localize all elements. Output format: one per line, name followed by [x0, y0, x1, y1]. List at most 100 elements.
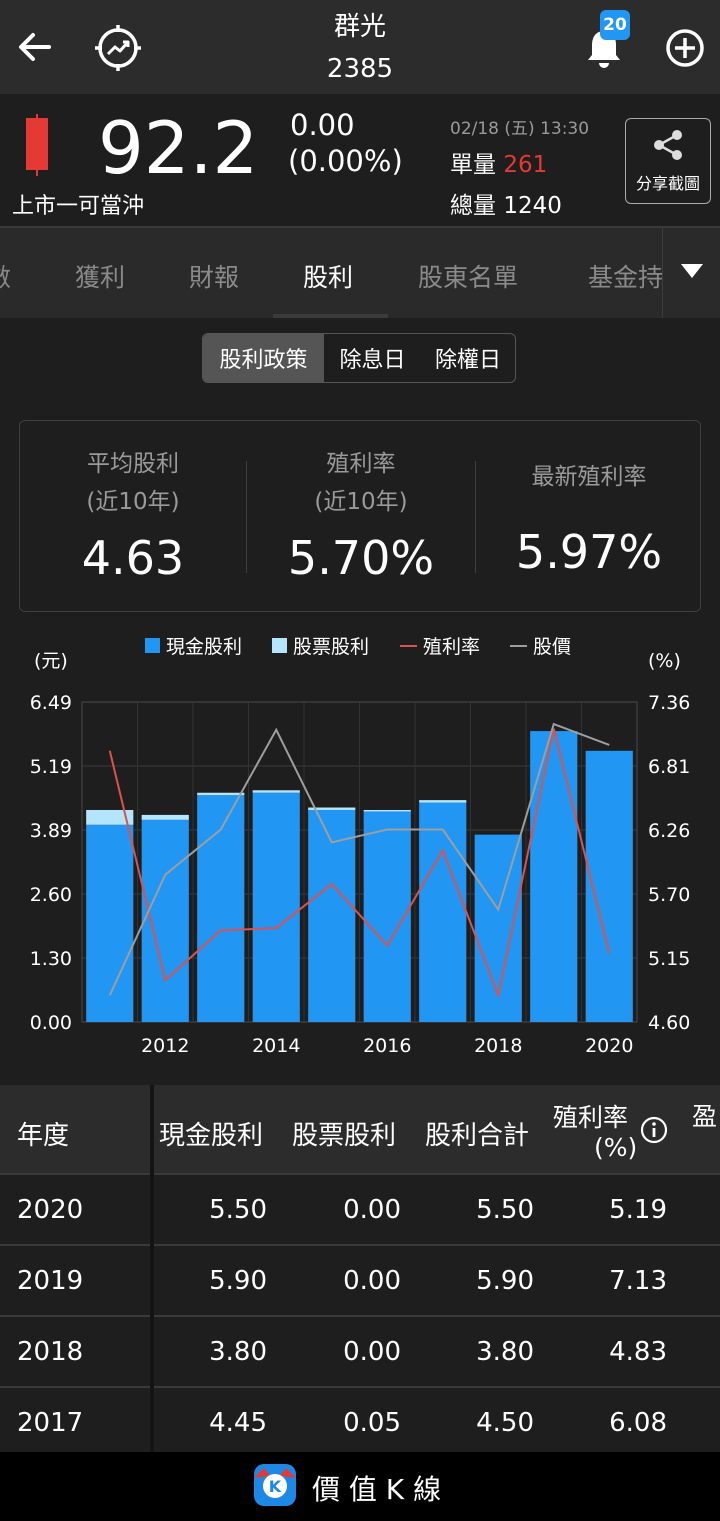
- tab-profit[interactable]: 獲利: [75, 263, 126, 292]
- cell-cash: 3.80: [209, 1337, 267, 1367]
- header-eps-partial[interactable]: 盈: [692, 1102, 718, 1131]
- info-circle-icon[interactable]: [640, 1116, 668, 1151]
- stock-dividend-bar: [252, 790, 300, 793]
- x-tick-label: 2016: [363, 1035, 411, 1057]
- quote-datetime: 02/18 (五) 13:30: [450, 119, 590, 139]
- left-tick-label: 5.19: [30, 756, 72, 778]
- share-screenshot-button[interactable]: 分享截圖: [625, 118, 711, 204]
- price-change-percent: (0.00%): [288, 144, 403, 178]
- cell-year: 2017: [17, 1408, 84, 1438]
- right-tick-label: 5.15: [648, 948, 690, 970]
- divider: [246, 461, 247, 573]
- cell-total: 3.80: [476, 1337, 534, 1367]
- legend-swatch: [145, 638, 160, 653]
- left-axis-unit: (元): [34, 650, 68, 672]
- header-total-dividend[interactable]: 股利合計: [425, 1121, 530, 1151]
- total-volume-label: 總量: [450, 193, 496, 219]
- x-tick-label: 2014: [252, 1035, 300, 1057]
- cell-year: 2019: [17, 1266, 84, 1296]
- yield-value: 5.70%: [287, 531, 435, 585]
- table-row[interactable]: 2017 4.45 0.05 4.50 6.08: [0, 1388, 720, 1459]
- avg-dividend-label: 平均股利: [87, 451, 179, 477]
- latest-yield-value: 5.97%: [515, 525, 663, 579]
- single-volume-label: 單量: [450, 152, 496, 178]
- avg-dividend-value: 4.63: [81, 531, 185, 585]
- dividend-chart: (元) (%) 6.49 7.36 5.19 6.81 3.89 6.26 2.60 5.70 1.…: [30, 650, 691, 1057]
- right-axis-unit: (%): [648, 650, 681, 672]
- legend-swatch: [510, 644, 527, 647]
- latest-yield-label: 最新殖利率: [531, 464, 647, 490]
- cell-yield: 6.08: [609, 1408, 667, 1438]
- header-stock-dividend[interactable]: 股票股利: [292, 1121, 397, 1151]
- stock-dividend-bar: [419, 800, 467, 803]
- frozen-column-divider: [150, 1085, 154, 1453]
- single-volume-row: 單量 261: [450, 145, 547, 179]
- cash-dividend-bar: [308, 809, 356, 1022]
- arrow-left-icon[interactable]: [12, 24, 58, 70]
- yield-period: (近10年): [314, 489, 408, 515]
- table-row[interactable]: 2019 5.90 0.00 5.90 7.13: [0, 1246, 720, 1317]
- table-header: 年度 現金股利 股票股利 股利合計 殖利率 (%) 盈: [0, 1085, 720, 1175]
- share-label: 分享截圖: [635, 174, 700, 193]
- left-tick-label: 1.30: [30, 948, 72, 970]
- table-row[interactable]: 2020 5.50 0.00 5.50 5.19: [0, 1175, 720, 1246]
- tab-financials[interactable]: 財報: [189, 263, 240, 292]
- header-cash-dividend[interactable]: 現金股利: [159, 1121, 264, 1151]
- legend-label: 股票股利: [293, 636, 370, 658]
- active-tab-indicator: [273, 314, 388, 318]
- stock-dividend-bar: [363, 809, 411, 812]
- right-tick-label: 6.26: [648, 820, 690, 842]
- legend-swatch: [400, 644, 417, 647]
- legend-label: 殖利率: [423, 636, 481, 658]
- segment-ex-dividend-date[interactable]: 除息日: [339, 348, 406, 373]
- circle-plus-icon[interactable]: [662, 25, 708, 71]
- segment-dividend-policy[interactable]: 股利政策: [203, 334, 324, 382]
- cell-cash: 5.90: [209, 1266, 267, 1296]
- single-volume-value: 261: [503, 152, 548, 178]
- share-icon: [651, 128, 685, 166]
- market-label: 上市一可當沖: [12, 194, 145, 219]
- left-tick-label: 2.60: [30, 884, 72, 906]
- legend-price: 股價: [510, 632, 571, 659]
- header-yield[interactable]: 殖利率: [553, 1103, 629, 1132]
- legend-stock-dividend: 股票股利: [272, 632, 369, 659]
- tab-bar: 數 獲利 財報 股利 股東名單 基金持: [0, 228, 720, 318]
- cell-cash: 5.50: [209, 1195, 267, 1225]
- tab-shareholders[interactable]: 股東名單: [418, 263, 519, 292]
- notification-badge: 20: [600, 10, 630, 40]
- price-line: [108, 722, 610, 996]
- cell-total: 5.50: [476, 1195, 534, 1225]
- dividend-view-switch: 股利政策 除息日 除權日: [202, 333, 516, 383]
- stock-dividend-bar: [197, 792, 245, 796]
- left-tick-label: 3.89: [30, 820, 72, 842]
- divider: [475, 461, 476, 573]
- cash-dividend-bar: [86, 824, 134, 1022]
- price-change: 0.00: [290, 108, 355, 142]
- yield-label: 殖利率: [326, 451, 396, 477]
- right-tick-label: 7.36: [648, 692, 690, 714]
- cell-stock: 0.00: [343, 1195, 401, 1225]
- legend-label: 股價: [533, 636, 572, 658]
- caret-down-icon: [680, 263, 704, 283]
- tab-funds[interactable]: 基金持: [588, 263, 664, 292]
- current-price: 92.2: [98, 106, 259, 190]
- cash-dividend-bar: [197, 795, 245, 1022]
- cell-total: 5.90: [476, 1266, 534, 1296]
- table-row[interactable]: 2018 3.80 0.00 3.80 4.83: [0, 1317, 720, 1388]
- yield-line: [108, 728, 611, 999]
- x-tick-label: 2020: [585, 1035, 633, 1057]
- tab-prev[interactable]: 數: [0, 258, 11, 294]
- header-year[interactable]: 年度: [17, 1121, 70, 1151]
- stock-dividend-bar: [308, 807, 356, 810]
- right-tick-label: 6.81: [648, 756, 690, 778]
- tab-dividend[interactable]: 股利: [303, 263, 354, 292]
- cell-stock: 0.00: [343, 1337, 401, 1367]
- segment-ex-right-date[interactable]: 除權日: [434, 348, 501, 373]
- cell-stock: 0.00: [343, 1266, 401, 1296]
- candlestick-icon: [25, 114, 49, 176]
- avg-dividend-period: (近10年): [86, 489, 180, 515]
- legend-label: 現金股利: [166, 636, 243, 658]
- cell-cash: 4.45: [209, 1408, 267, 1438]
- trend-target-icon[interactable]: [92, 22, 144, 74]
- tab-menu-button[interactable]: [662, 228, 720, 318]
